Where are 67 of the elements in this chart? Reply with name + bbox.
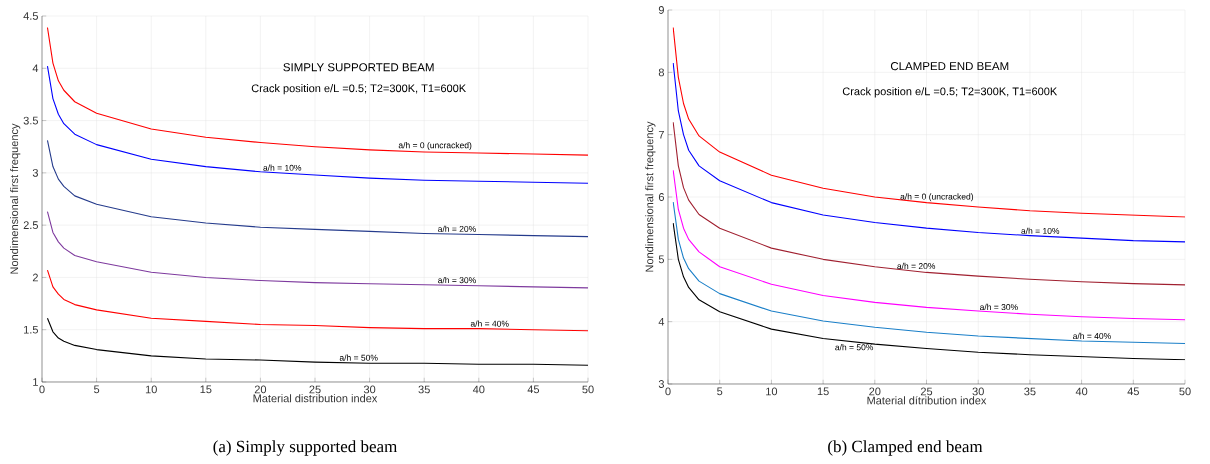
x-tick-label: 30 [363, 385, 376, 394]
x-tick-label: 10 [145, 385, 157, 394]
y-axis-title: Nondimensional first frequency [10, 123, 21, 274]
line-series [46, 211, 589, 289]
y-tick-label: 4.5 [23, 12, 38, 20]
line-series [46, 269, 589, 332]
y-tick-label: 4 [32, 64, 39, 73]
series-label: a/h = 10% [1021, 227, 1060, 234]
series-label: a/h = 20% [438, 225, 476, 232]
y-tick-label: 1 [33, 378, 38, 386]
text: Crack position e/L =0.5; T2=300K, T1=600K [842, 87, 1058, 98]
x-tick-label: 5 [93, 385, 100, 394]
series-label: a/h = 0 (uncracked) [900, 193, 974, 202]
series-label: a/h = 50% [835, 344, 874, 351]
y-tick-label: 7 [658, 130, 664, 139]
y-tick-label: 2 [32, 273, 38, 282]
x-tick-label: 0 [665, 387, 671, 396]
x-tick-label: 45 [527, 385, 540, 394]
y-tick-label: 4 [658, 317, 665, 326]
x-axis-title: Material dítribution index [867, 396, 987, 405]
x-tick-label: 25 [309, 385, 321, 394]
series-label: a/h = 10% [263, 164, 302, 171]
line-series [672, 169, 1186, 321]
y-tick-label: 3 [32, 168, 38, 177]
series-label: a/h = 40% [470, 320, 509, 327]
series-label: a/h = 30% [979, 303, 1018, 311]
y-tick-label: 8 [658, 68, 664, 77]
series-label: a/h = 50% [339, 354, 378, 361]
x-tick-label: 0 [39, 385, 45, 394]
text: CLAMPED END BEAM [890, 62, 1009, 71]
y-tick-label: 1.5 [24, 325, 38, 334]
x-tick-label: 25 [920, 387, 933, 396]
y-tick-label: 5 [658, 255, 664, 264]
y-tick-label: 2.5 [23, 221, 38, 230]
line-series [46, 65, 589, 184]
x-tick-label: 50 [1179, 387, 1191, 396]
series-label: a/h = 40% [1073, 332, 1111, 340]
x-tick-label: 20 [869, 387, 881, 396]
series-label: a/h = 0 (uncracked) [398, 142, 472, 150]
text: Crack position e/L =0.5; T2=300K, T1=600K [251, 84, 467, 95]
x-tick-label: 35 [1024, 387, 1036, 396]
text: (a) Simply supported beam [213, 440, 398, 456]
x-tick-label: 40 [472, 385, 485, 394]
line-series [46, 26, 589, 156]
x-tick-label: 45 [1127, 387, 1139, 396]
series-label: a/h = 20% [897, 262, 936, 270]
x-tick-label: 5 [717, 387, 723, 396]
line-series [672, 121, 1186, 286]
text: SIMPLY SUPPORTED BEAM [283, 63, 434, 72]
x-tick-label: 50 [582, 385, 594, 394]
x-tick-label: 15 [200, 385, 212, 394]
line-series [46, 317, 589, 366]
line-series [46, 139, 589, 238]
x-tick-label: 20 [254, 385, 267, 394]
text: (b) Clamped end beam [828, 440, 983, 456]
x-tick-label: 30 [972, 387, 984, 396]
x-axis-title: Material distribution index [253, 394, 378, 403]
y-tick-label: 3 [658, 380, 664, 388]
y-tick-label: 3.5 [23, 116, 38, 125]
y-tick-label: 6 [658, 193, 664, 201]
x-tick-label: 15 [817, 387, 829, 396]
x-tick-label: 40 [1075, 387, 1088, 396]
y-axis-title: Nondimensional first frequency [645, 121, 656, 272]
y-tick-label: 9 [658, 6, 664, 14]
x-tick-label: 10 [766, 387, 778, 396]
series-label: a/h = 30% [438, 276, 476, 284]
x-tick-label: 35 [418, 385, 430, 394]
